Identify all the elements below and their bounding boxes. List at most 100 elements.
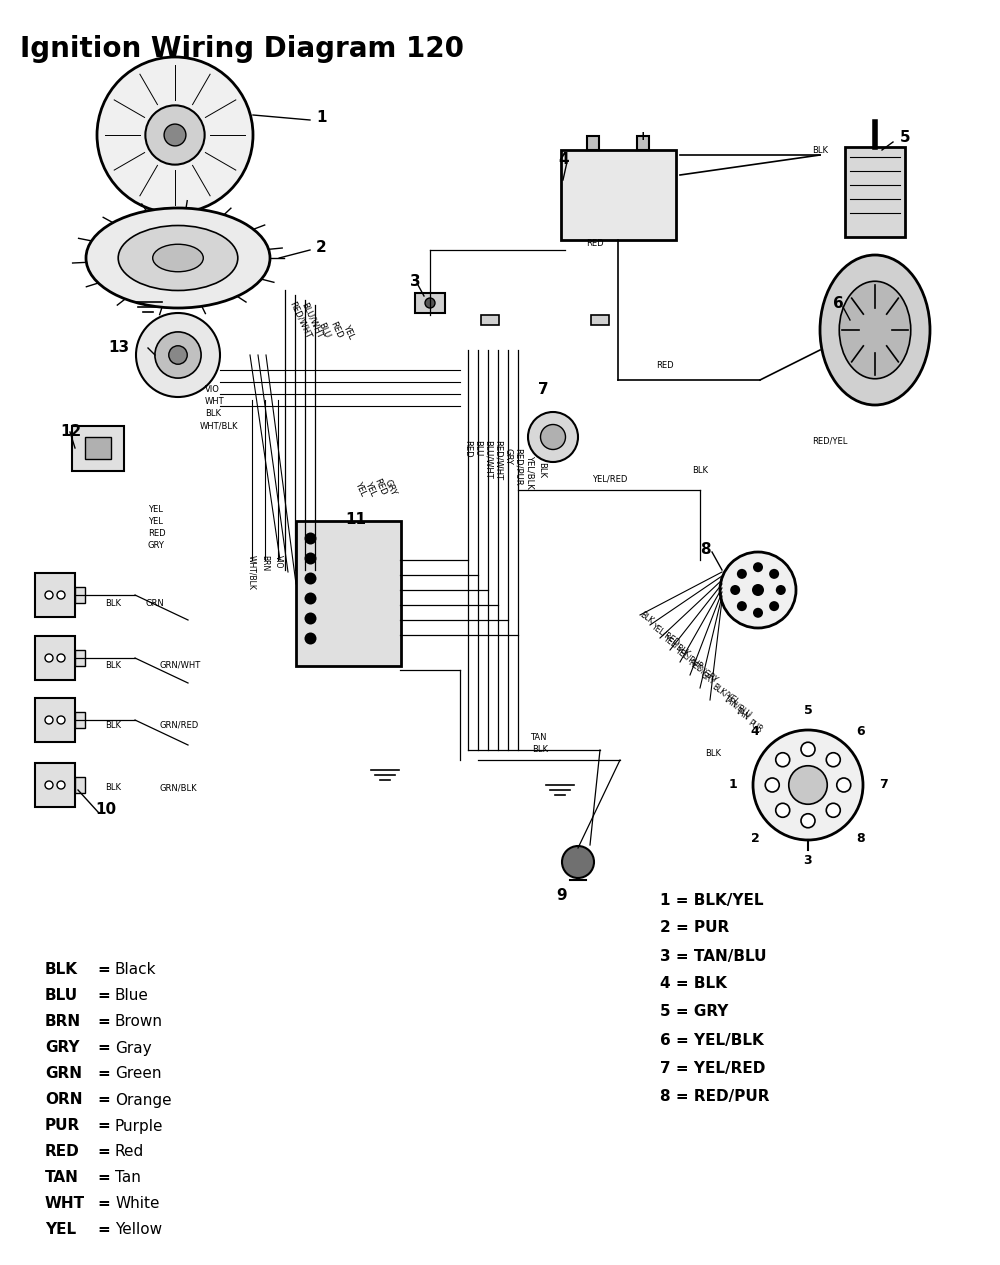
Text: BLU/WHT: BLU/WHT	[300, 301, 324, 340]
Text: PUR: PUR	[45, 1118, 80, 1133]
Circle shape	[304, 533, 316, 544]
Text: TAN/BLU: TAN/BLU	[722, 694, 753, 720]
Text: BLU: BLU	[316, 321, 332, 340]
Text: 6: 6	[833, 296, 844, 310]
Text: YEL: YEL	[363, 479, 377, 497]
Text: BLK: BLK	[205, 410, 221, 419]
Circle shape	[765, 778, 779, 792]
Text: BLK: BLK	[538, 462, 546, 478]
Circle shape	[826, 803, 840, 817]
Text: YEL: YEL	[341, 323, 355, 340]
Text: BLK: BLK	[532, 745, 548, 754]
Text: BLU: BLU	[45, 988, 78, 1003]
Circle shape	[45, 591, 53, 600]
Text: 10: 10	[95, 802, 116, 817]
Circle shape	[528, 412, 578, 462]
Ellipse shape	[118, 225, 238, 291]
Circle shape	[45, 716, 53, 724]
Text: RED/PUR: RED/PUR	[514, 448, 522, 486]
Text: BLK: BLK	[705, 749, 721, 758]
Text: =: =	[97, 1170, 110, 1185]
Text: Red: Red	[115, 1145, 144, 1160]
Circle shape	[57, 716, 65, 724]
Text: 3: 3	[804, 854, 812, 867]
Text: GRY: GRY	[148, 541, 165, 550]
Text: =: =	[97, 1066, 110, 1082]
Circle shape	[155, 331, 201, 378]
Text: BLK: BLK	[105, 721, 121, 730]
Circle shape	[776, 803, 790, 817]
Text: =: =	[97, 1145, 110, 1160]
Text: BRN: BRN	[45, 1015, 81, 1030]
Text: 4: 4	[751, 725, 759, 739]
Circle shape	[769, 601, 779, 611]
Ellipse shape	[839, 281, 911, 378]
Text: VIO: VIO	[274, 555, 283, 568]
Text: 1: 1	[316, 110, 326, 124]
Circle shape	[752, 584, 764, 596]
Text: Brown: Brown	[115, 1015, 163, 1030]
Text: 7: 7	[879, 778, 887, 792]
Text: Orange: Orange	[115, 1093, 172, 1107]
Text: RED/WHT: RED/WHT	[287, 300, 313, 340]
Text: =: =	[97, 988, 110, 1003]
Text: YEL: YEL	[45, 1222, 76, 1237]
Text: 6: 6	[857, 725, 865, 739]
Text: 7 = YEL/RED: 7 = YEL/RED	[660, 1060, 765, 1075]
Text: BLK: BLK	[105, 783, 121, 792]
Text: TAN: TAN	[45, 1170, 79, 1185]
Circle shape	[826, 753, 840, 767]
Circle shape	[801, 813, 815, 827]
Text: BLK: BLK	[45, 963, 78, 978]
Ellipse shape	[153, 244, 203, 272]
Text: GRN/RED: GRN/RED	[160, 721, 199, 730]
Bar	[587, 137, 599, 151]
Text: GRN/BLK: GRN/BLK	[160, 783, 198, 792]
Circle shape	[753, 562, 763, 572]
Text: =: =	[97, 1041, 110, 1055]
Text: 1 = BLK/YEL: 1 = BLK/YEL	[660, 893, 764, 907]
Text: TAN: TAN	[530, 732, 546, 743]
Circle shape	[753, 607, 763, 617]
Text: BLK: BLK	[105, 660, 121, 669]
Text: 2: 2	[316, 239, 327, 254]
Circle shape	[97, 57, 253, 213]
Text: TAN: TAN	[734, 706, 751, 722]
Text: RED: RED	[328, 320, 344, 340]
Text: Blue: Blue	[115, 988, 149, 1003]
Text: BRN: BRN	[260, 555, 270, 572]
Bar	[35, 573, 75, 617]
Text: Tan: Tan	[115, 1170, 141, 1185]
Text: White: White	[115, 1197, 160, 1212]
Circle shape	[737, 569, 747, 579]
Circle shape	[540, 425, 566, 449]
Text: RED/GRY: RED/GRY	[686, 658, 719, 684]
Text: BLK: BLK	[105, 598, 121, 607]
Circle shape	[304, 592, 316, 605]
Text: -: -	[590, 130, 596, 143]
Text: BLK: BLK	[812, 145, 828, 156]
Text: YEL/BLK: YEL/BLK	[526, 455, 534, 488]
Circle shape	[425, 299, 435, 307]
Circle shape	[769, 569, 779, 579]
Text: Ignition Wiring Diagram 120: Ignition Wiring Diagram 120	[20, 35, 464, 63]
Text: 8: 8	[700, 543, 711, 558]
Bar	[35, 763, 75, 807]
Text: GRN/WHT: GRN/WHT	[160, 660, 201, 669]
Text: =: =	[97, 1093, 110, 1107]
Text: RED: RED	[148, 530, 166, 539]
Text: Black: Black	[115, 963, 156, 978]
Text: YEL/RED: YEL/RED	[650, 622, 682, 648]
Text: YEL: YEL	[148, 517, 163, 526]
Text: 12: 12	[60, 425, 81, 439]
Circle shape	[45, 781, 53, 789]
Bar	[35, 636, 75, 681]
Bar	[75, 587, 85, 603]
Text: 2: 2	[751, 831, 759, 845]
Text: BLK/YEL: BLK/YEL	[710, 682, 740, 707]
Circle shape	[45, 654, 53, 662]
Text: YEL/PUR: YEL/PUR	[674, 646, 705, 672]
Text: Green: Green	[115, 1066, 162, 1082]
Text: Gray: Gray	[115, 1041, 152, 1055]
Text: GRN: GRN	[145, 598, 164, 607]
